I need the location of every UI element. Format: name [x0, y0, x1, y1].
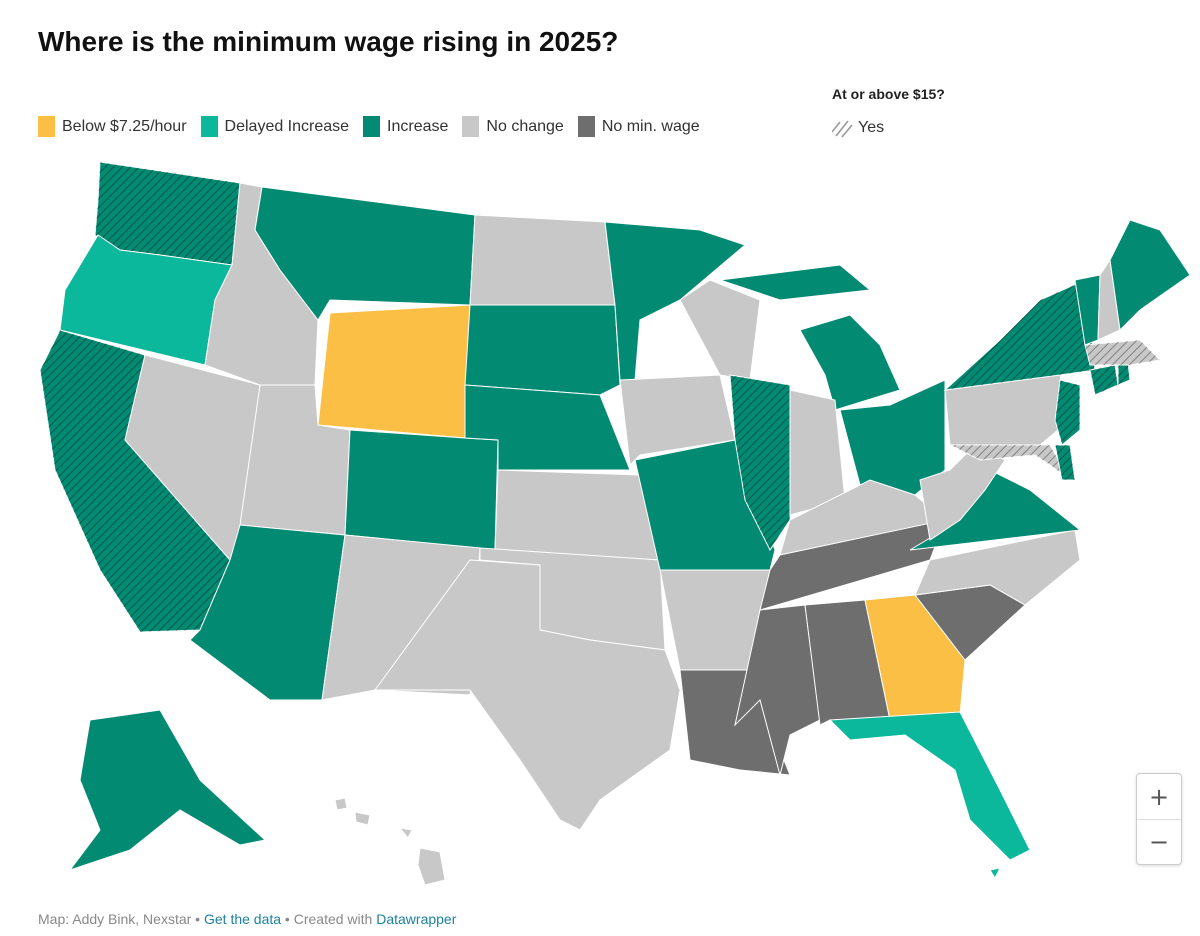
chart-title: Where is the minimum wage rising in 2025…	[38, 26, 619, 57]
legend-swatch	[577, 116, 595, 137]
legend-swatch	[38, 116, 55, 137]
state-co[interactable]	[344, 429, 499, 551]
state-shape[interactable]	[989, 867, 1001, 880]
zoom-controls: + −	[1136, 773, 1182, 865]
state-shape[interactable]	[354, 811, 371, 826]
hatch-legend-label: Yes	[858, 119, 885, 136]
color-legend: Below $7.25/hour Delayed Increase Increa…	[38, 116, 714, 137]
state-shape[interactable]	[317, 304, 471, 439]
state-hi[interactable]	[334, 797, 446, 886]
state-tx[interactable]	[374, 559, 681, 831]
legend-swatch	[200, 116, 218, 137]
state-shape[interactable]	[464, 304, 621, 396]
state-shape[interactable]	[943, 279, 1096, 391]
legend-item-below: Below $7.25/hour	[38, 116, 187, 137]
state-ia[interactable]	[619, 374, 736, 467]
legend-label: No change	[486, 117, 564, 135]
legend-item-nomin: No min. wage	[577, 116, 700, 137]
state-shape[interactable]	[1089, 364, 1119, 396]
state-shape[interactable]	[1054, 379, 1081, 446]
hatch-legend-item: Yes	[832, 118, 884, 138]
state-ny[interactable]	[943, 279, 1096, 391]
state-shape[interactable]	[799, 314, 901, 411]
state-shape[interactable]	[864, 594, 966, 721]
state-shape[interactable]	[719, 264, 872, 301]
state-shape[interactable]	[494, 469, 661, 561]
state-shape[interactable]	[398, 827, 413, 839]
legend-swatch	[462, 116, 480, 137]
state-shape[interactable]	[1109, 219, 1191, 332]
datawrapper-link[interactable]: Datawrapper	[376, 911, 457, 927]
state-nj[interactable]	[1054, 379, 1081, 446]
state-me[interactable]	[1109, 219, 1191, 332]
legend-item-increase: Increase	[363, 116, 448, 137]
state-ma[interactable]	[1084, 339, 1162, 366]
state-shape[interactable]	[604, 221, 747, 381]
state-shape[interactable]	[344, 429, 499, 551]
state-nd[interactable]	[469, 214, 616, 306]
legend-label: Increase	[387, 117, 449, 135]
us-states-map	[39, 161, 1191, 886]
legend-swatch	[363, 116, 381, 137]
state-sd[interactable]	[464, 304, 621, 396]
state-mn[interactable]	[604, 221, 747, 381]
state-wi[interactable]	[679, 279, 761, 381]
state-shape[interactable]	[619, 374, 736, 467]
state-shape[interactable]	[68, 709, 267, 871]
state-shape[interactable]	[334, 797, 348, 811]
footer-source: Map: Addy Bink, Nexstar •	[38, 911, 204, 927]
legend-item-nochange: No change	[462, 116, 564, 137]
state-shape[interactable]	[417, 847, 446, 886]
state-ga[interactable]	[864, 594, 966, 721]
state-shape[interactable]	[679, 279, 761, 381]
zoom-in-button[interactable]: +	[1137, 774, 1181, 819]
state-shape[interactable]	[1054, 444, 1076, 481]
footer-separator: • Created with	[281, 911, 377, 927]
hatch-swatch-icon	[832, 120, 853, 138]
state-ks[interactable]	[494, 469, 661, 561]
state-shape[interactable]	[374, 559, 681, 831]
state-fl[interactable]	[828, 711, 1031, 880]
legend-item-delayed: Delayed Increase	[200, 116, 350, 137]
state-ak[interactable]	[68, 709, 267, 871]
footer-credits: Map: Addy Bink, Nexstar • Get the data •…	[38, 911, 456, 927]
get-data-link[interactable]: Get the data	[203, 911, 282, 927]
hatch-legend-title: At or above $15?	[832, 86, 945, 102]
state-shape[interactable]	[1084, 339, 1162, 366]
state-shape[interactable]	[828, 711, 1031, 861]
legend-label: No min. wage	[601, 117, 700, 135]
state-mi[interactable]	[719, 264, 901, 411]
state-shape[interactable]	[469, 214, 616, 306]
state-ct[interactable]	[1089, 364, 1119, 396]
state-de[interactable]	[1054, 444, 1076, 481]
legend-label: Delayed Increase	[224, 117, 350, 135]
legend-label: Below $7.25/hour	[62, 117, 187, 135]
zoom-out-button[interactable]: −	[1137, 819, 1181, 864]
state-wy[interactable]	[317, 304, 471, 439]
